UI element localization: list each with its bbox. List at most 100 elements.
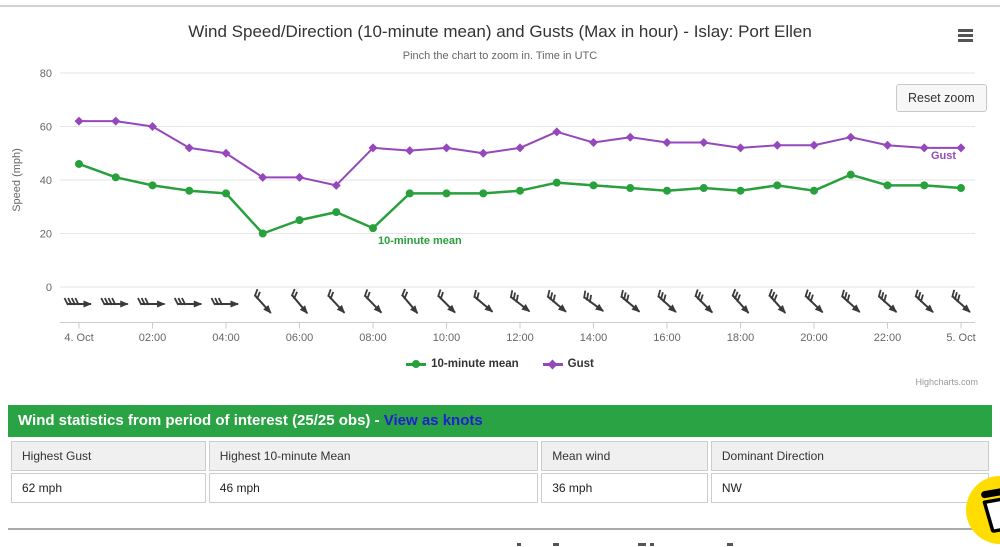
- data-point[interactable]: [258, 172, 268, 182]
- data-point[interactable]: [736, 186, 745, 195]
- chart-legend: 10-minute mean Gust: [0, 358, 1000, 370]
- data-point[interactable]: [956, 143, 966, 153]
- col-header-dominant-direction: Dominant Direction: [710, 441, 989, 471]
- legend-label-gust: Gust: [567, 358, 594, 370]
- y-axis-title: Speed (mph): [11, 148, 23, 212]
- stats-banner: Wind statistics from period of interest …: [8, 405, 992, 437]
- hamburger-icon: [958, 28, 973, 32]
- data-point[interactable]: [258, 229, 267, 238]
- data-point[interactable]: [625, 132, 635, 142]
- data-point[interactable]: [772, 140, 782, 150]
- data-point[interactable]: [809, 140, 819, 150]
- section-divider: [8, 528, 992, 530]
- col-header-highest-mean: Highest 10-minute Mean: [208, 441, 539, 471]
- data-point[interactable]: [552, 127, 562, 137]
- data-point[interactable]: [589, 181, 598, 190]
- data-point[interactable]: [662, 138, 672, 148]
- stats-banner-title: Wind statistics from period of interest …: [18, 412, 380, 429]
- data-point[interactable]: [148, 181, 157, 190]
- data-point[interactable]: [75, 159, 83, 168]
- data-point[interactable]: [442, 189, 451, 198]
- data-point[interactable]: [185, 186, 194, 195]
- y-tick-label: 60: [40, 122, 52, 134]
- data-point[interactable]: [368, 143, 378, 153]
- col-header-highest-gust: Highest Gust: [11, 441, 206, 471]
- gust-series-line: [79, 120, 961, 187]
- data-point[interactable]: [552, 178, 561, 187]
- data-point[interactable]: [332, 208, 341, 217]
- highcharts-credits-link[interactable]: Highcharts.com: [915, 377, 978, 387]
- data-point[interactable]: [111, 173, 120, 182]
- mean-series-line: [78, 162, 962, 235]
- series-label-mean: 10-minute mean: [378, 235, 462, 247]
- view-as-knots-link[interactable]: View as knots: [383, 412, 483, 429]
- gust-series-marker-icon: [542, 358, 563, 370]
- y-tick-label: 40: [40, 175, 52, 187]
- wind-barb-icon: [841, 289, 861, 313]
- data-point[interactable]: [148, 122, 157, 131]
- wind-barb-icon: [804, 289, 824, 314]
- data-point[interactable]: [405, 146, 415, 156]
- data-point[interactable]: [663, 186, 671, 195]
- data-point[interactable]: [405, 189, 414, 198]
- data-point[interactable]: [74, 116, 84, 126]
- hamburger-icon: [958, 33, 973, 37]
- data-point[interactable]: [478, 148, 488, 158]
- data-point[interactable]: [626, 184, 635, 193]
- data-point[interactable]: [957, 184, 965, 193]
- data-point[interactable]: [184, 143, 194, 153]
- data-point[interactable]: [111, 116, 121, 126]
- data-point[interactable]: [221, 148, 231, 158]
- wind-barb-icon: [137, 297, 166, 308]
- data-point[interactable]: [331, 180, 341, 190]
- data-point[interactable]: [810, 186, 818, 195]
- wind-barb-icon: [473, 289, 494, 313]
- legend-item-gust[interactable]: Gust: [542, 358, 594, 370]
- data-point[interactable]: [295, 216, 304, 225]
- wind-barb-icon: [768, 288, 787, 314]
- data-point[interactable]: [736, 143, 745, 153]
- wind-barb-icon: [951, 289, 971, 313]
- wind-barb-icon: [327, 288, 346, 314]
- data-point[interactable]: [515, 143, 525, 153]
- data-point[interactable]: [516, 186, 524, 195]
- x-tick-label: 08:00: [359, 332, 387, 344]
- wind-barb-icon: [437, 289, 456, 314]
- wind-chart: 0 20 40 60 80 Speed (mph) 4. Oct 02:00 04:00 06:0…: [11, 68, 976, 344]
- wind-barb-icon: [583, 290, 605, 312]
- data-point[interactable]: [883, 140, 892, 150]
- chart-context-menu-button[interactable]: [956, 25, 978, 45]
- legend-item-mean[interactable]: 10-minute mean: [406, 358, 519, 370]
- wind-barb-icon: [877, 289, 898, 313]
- stats-value-row: 62 mph 46 mph 36 mph NW: [11, 473, 989, 503]
- data-point[interactable]: [846, 132, 856, 142]
- reset-zoom-button[interactable]: Reset zoom: [896, 84, 987, 112]
- x-tick-label: 4. Oct: [64, 332, 93, 344]
- series-label-gust: Gust: [931, 150, 956, 162]
- data-point[interactable]: [773, 181, 782, 190]
- data-point[interactable]: [222, 189, 230, 198]
- legend-label-mean: 10-minute mean: [431, 358, 519, 370]
- data-point[interactable]: [919, 143, 929, 153]
- hamburger-icon: [958, 38, 973, 42]
- value-highest-gust: 62 mph: [11, 473, 206, 503]
- data-point[interactable]: [699, 184, 708, 193]
- wind-barb-icon: [914, 289, 934, 313]
- data-point[interactable]: [295, 172, 304, 182]
- data-point[interactable]: [846, 170, 855, 179]
- y-tick-label: 20: [40, 229, 52, 241]
- col-header-mean-wind: Mean wind: [541, 441, 708, 471]
- data-point[interactable]: [589, 138, 598, 148]
- data-point[interactable]: [369, 224, 377, 233]
- x-tick-label: 20:00: [800, 332, 828, 344]
- wind-barb-icon: [210, 297, 239, 308]
- wind-barb-icon: [253, 288, 272, 314]
- wind-stats-table: Highest Gust Highest 10-minute Mean Mean…: [8, 439, 992, 505]
- x-tick-label: 16:00: [653, 332, 681, 344]
- data-point[interactable]: [442, 143, 451, 153]
- wind-barb-icon: [731, 288, 750, 314]
- data-point[interactable]: [479, 189, 488, 198]
- data-point[interactable]: [883, 181, 892, 190]
- data-point[interactable]: [920, 181, 929, 190]
- data-point[interactable]: [699, 138, 709, 148]
